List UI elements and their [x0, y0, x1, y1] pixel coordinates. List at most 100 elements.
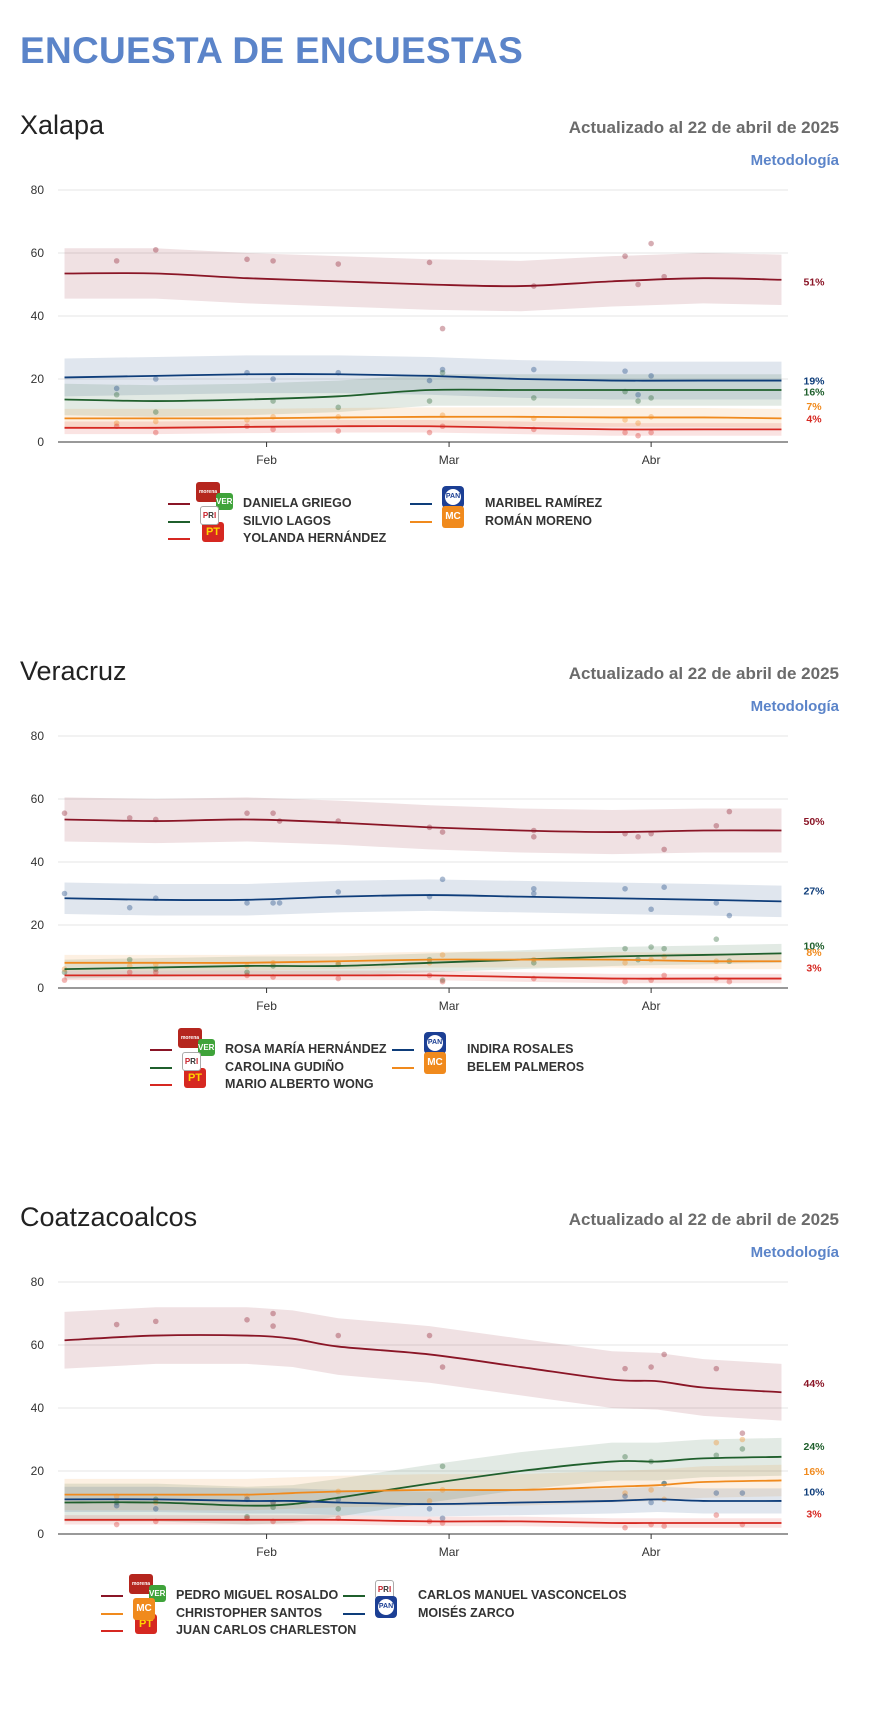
poll-point	[113, 1502, 120, 1509]
legend-swatch	[168, 503, 190, 505]
legend-swatch	[392, 1049, 414, 1051]
poll-point	[713, 936, 720, 942]
mc-logo-icon: MC	[424, 1051, 446, 1074]
party-logos: PAN	[438, 486, 478, 518]
pan-logo-icon: PAN	[442, 486, 464, 508]
city-title: Coatzacoalcos	[20, 1202, 198, 1232]
poll-point	[622, 1365, 628, 1372]
confidence-band	[64, 248, 782, 312]
poll-point	[270, 900, 276, 906]
poll-point	[713, 1512, 720, 1518]
poll-point	[713, 1452, 720, 1459]
mc-logo-icon: MC	[442, 505, 464, 528]
end-value-label: 8%	[806, 947, 822, 959]
series-line	[64, 958, 782, 964]
city-title: Veracruz	[20, 656, 127, 686]
end-value-label: 24%	[803, 1441, 825, 1453]
legend-label: CARLOS MANUEL VASCONCELOS	[418, 1588, 627, 1602]
poll-point	[439, 1463, 446, 1470]
poll-point	[426, 377, 433, 384]
poll-point	[244, 1317, 250, 1323]
y-tick-label: 80	[31, 1275, 45, 1289]
legend-label: PEDRO MIGUEL ROSALDO	[176, 1588, 339, 1602]
x-tick-year: 2025	[436, 1560, 463, 1562]
poll-point	[113, 385, 120, 392]
x-tick-label: Mar	[439, 453, 460, 467]
legend-swatch	[410, 503, 432, 505]
legend-swatch	[343, 1595, 365, 1597]
poll-point	[531, 960, 537, 966]
poll-point	[113, 420, 120, 426]
poll-point	[61, 810, 68, 816]
confidence-band	[64, 797, 782, 855]
confidence-band	[64, 879, 782, 918]
series-line	[64, 388, 782, 402]
legend-item: PRI SILVIO LAGOS	[168, 505, 428, 531]
poll-point	[713, 822, 720, 829]
legend-label: ROMÁN MORENO	[485, 513, 592, 528]
party-logos: PAN	[420, 1032, 460, 1064]
party-logos	[196, 525, 236, 553]
x-tick-year: 2025	[253, 1560, 280, 1562]
poll-point	[661, 945, 667, 952]
party-logos: morena VERDE PT	[178, 1028, 226, 1088]
pvem-logo-icon: VERDE	[198, 1039, 226, 1056]
confidence-band	[64, 355, 782, 400]
end-value-label: 7%	[806, 401, 822, 413]
end-value-label: 10%	[803, 940, 825, 952]
poll-point	[661, 846, 667, 853]
poll-point	[622, 368, 628, 374]
legend-item: MC CHRISTOPHER SANTOS	[101, 1597, 361, 1623]
legend-label: ROSA MARÍA HERNÁNDEZ	[225, 1042, 387, 1056]
poll-point	[439, 876, 446, 883]
legend-swatch	[101, 1595, 123, 1597]
chart-coatzacoalcos: 020406080Feb2025Mar2025Abr202544%24%16%1…	[31, 1275, 826, 1562]
y-tick-label: 0	[37, 981, 44, 995]
series-line	[64, 272, 782, 288]
y-tick-label: 60	[31, 792, 45, 806]
legend-item: MC BELEM PALMEROS	[392, 1051, 652, 1077]
y-tick-label: 0	[37, 1527, 44, 1541]
poll-point	[439, 829, 446, 835]
updated-label: Actualizado al 22 de abril de 2025	[568, 1210, 839, 1229]
series-line	[64, 974, 782, 980]
series-line	[64, 373, 782, 382]
confidence-band	[64, 1307, 782, 1421]
poll-point	[635, 281, 641, 288]
legend-item: morena VERDE PT DANIELA GRIEGO	[168, 482, 428, 542]
poll-point	[426, 398, 433, 404]
poll-point	[126, 815, 133, 821]
legend-label: CHRISTOPHER SANTOS	[176, 1605, 323, 1620]
party-logos: morena VERDE PT	[196, 482, 244, 542]
methodology-link[interactable]: Metodología	[750, 698, 839, 715]
poll-point	[648, 1487, 654, 1493]
methodology-link[interactable]: Metodología	[750, 1244, 839, 1261]
poll-point	[244, 810, 250, 816]
poll-point	[270, 1323, 276, 1329]
x-tick-year: 2025	[638, 468, 665, 470]
poll-point	[426, 1506, 433, 1512]
legend-item: JUAN CARLOS CHARLESTON	[101, 1622, 361, 1640]
poll-point	[439, 1364, 446, 1370]
confidence-band	[64, 1437, 782, 1525]
poll-point	[152, 418, 159, 425]
series-line	[64, 1334, 782, 1394]
legend-swatch	[168, 538, 190, 540]
pan-logo-icon: PAN	[424, 1032, 446, 1054]
poll-point	[622, 945, 628, 952]
party-logos: MC	[438, 505, 478, 536]
poll-point	[335, 261, 342, 267]
poll-point	[622, 960, 628, 966]
legend-item: YOLANDA HERNÁNDEZ	[168, 530, 428, 548]
poll-point	[152, 429, 159, 436]
methodology-link[interactable]: Metodología	[750, 152, 839, 169]
poll-point	[648, 1499, 654, 1506]
chart-xalapa: 020406080Feb2025Mar2025Abr202551%19%16%7…	[31, 183, 826, 470]
poll-point	[713, 900, 720, 906]
poll-point	[439, 366, 446, 373]
legend-label: JUAN CARLOS CHARLESTON	[176, 1623, 357, 1637]
series-line	[64, 1518, 782, 1524]
x-tick-label: Mar	[439, 1545, 460, 1559]
poll-point	[244, 1513, 250, 1520]
x-tick-year: 2025	[638, 1014, 665, 1016]
